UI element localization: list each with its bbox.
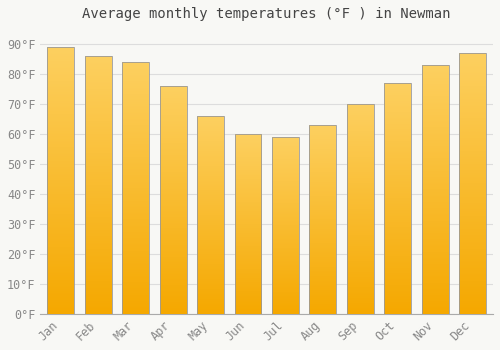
Bar: [197, 116, 224, 314]
Bar: [459, 53, 486, 314]
Bar: [160, 86, 186, 314]
Bar: [422, 65, 448, 314]
Bar: [310, 125, 336, 314]
Bar: [272, 137, 299, 314]
Bar: [122, 62, 149, 314]
Title: Average monthly temperatures (°F ) in Newman: Average monthly temperatures (°F ) in Ne…: [82, 7, 451, 21]
Bar: [347, 104, 374, 314]
Bar: [384, 83, 411, 314]
Bar: [234, 134, 262, 314]
Bar: [85, 56, 112, 314]
Bar: [48, 47, 74, 314]
